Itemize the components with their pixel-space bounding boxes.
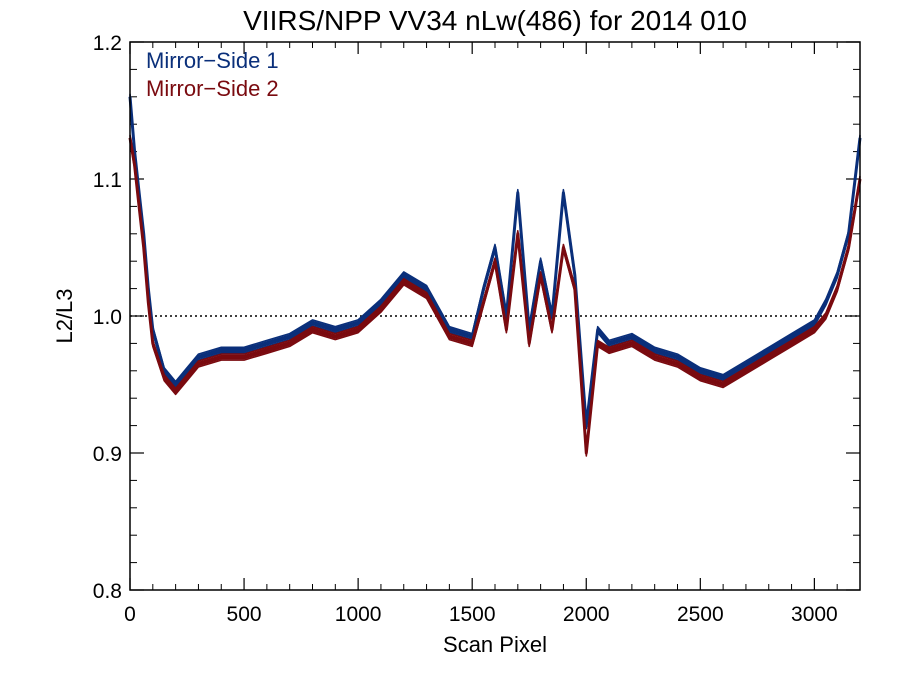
chart-title: VIIRS/NPP VV34 nLw(486) for 2014 010	[243, 5, 747, 36]
x-tick-label: 1000	[335, 603, 382, 626]
y-tick-label: 1.1	[93, 169, 122, 192]
x-axis-label: Scan Pixel	[443, 632, 547, 657]
series-line-mirror-side-2	[128, 137, 862, 455]
x-tick-label: 500	[227, 603, 262, 626]
legend: Mirror−Side 1 Mirror−Side 2	[146, 48, 279, 101]
x-tick-label: 2500	[677, 603, 724, 626]
plot-frame	[129, 41, 861, 591]
y-tick-label: 0.9	[93, 443, 122, 466]
y-tick-label: 0.8	[93, 580, 122, 603]
x-tick-label: 1500	[449, 603, 496, 626]
series-line-mirror-side-1	[128, 96, 862, 428]
x-tick-label: 2000	[563, 603, 610, 626]
y-tick-label: 1.2	[93, 32, 122, 55]
ticks-layer: 0 500 1000 1500 2000 2500 3000 0.8 0.9 1.0 1.1 1.2	[93, 32, 861, 626]
series-layer	[128, 93, 862, 457]
legend-item-mirror-side-2: Mirror−Side 2	[146, 76, 279, 101]
y-tick-label: 1.0	[93, 306, 122, 329]
series-band-1-1	[129, 93, 861, 424]
legend-item-mirror-side-1: Mirror−Side 1	[146, 48, 279, 73]
series-band-2-1	[129, 134, 861, 451]
x-tick-label: 0	[124, 603, 136, 626]
y-axis-label: L2/L3	[52, 288, 77, 343]
x-tick-label: 3000	[791, 603, 838, 626]
